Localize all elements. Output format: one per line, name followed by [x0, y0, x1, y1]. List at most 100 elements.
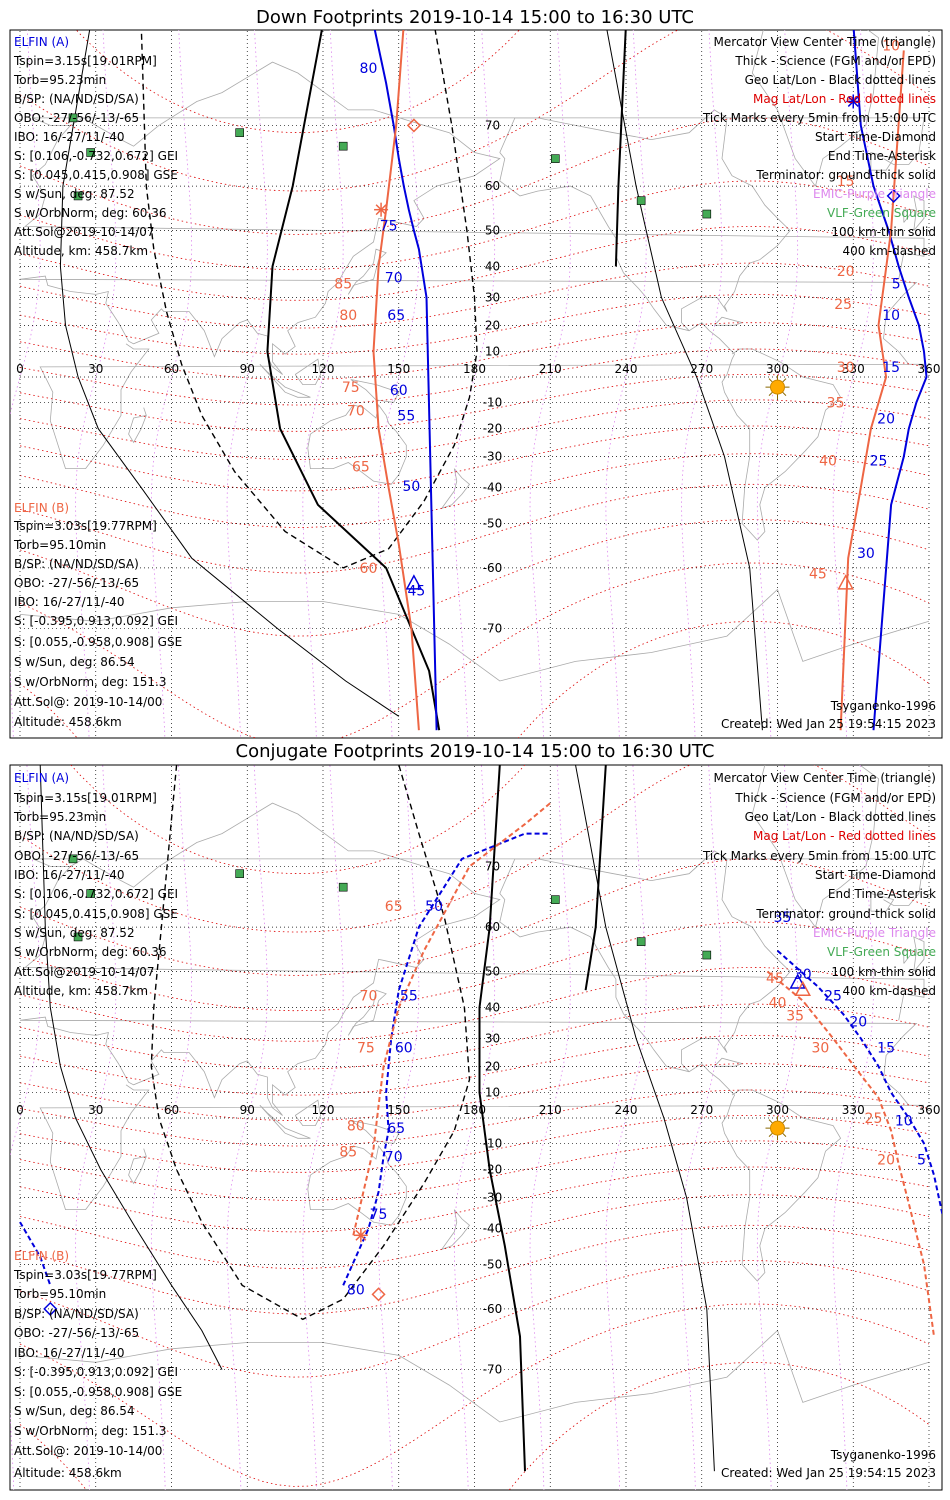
- elfin-b-tick-label: 70: [360, 989, 378, 1005]
- map-layer: 0 30 60 90 120 150 180 210 240 270 300 330 360-70-60…: [10, 30, 940, 738]
- legend-line: Mercator View Center Time (triangle): [714, 771, 936, 785]
- track-tick-labels: 80 75 70 65 60 55 50 45 5 10 15 20 25 30 85 80 75 70 65 60 1…: [334, 38, 900, 599]
- elfin-a-tick-label: 55: [397, 409, 415, 425]
- coastline: [751, 30, 879, 187]
- coastline: [294, 358, 321, 386]
- lon-tick-label: 90: [240, 362, 255, 376]
- coastline: [440, 468, 471, 510]
- track-tick-labels: 50 55 60 65 70 75 80 35 30 25 20 15 10 5 65 70 75 80 85 45 4…: [339, 899, 926, 1298]
- elfin-a-line: Altitude, km: 458.7km: [14, 244, 148, 258]
- lon-tick-label: 210: [539, 1103, 562, 1117]
- elfin-a-tick-label: 30: [794, 967, 812, 983]
- lat-tick-label: 30: [485, 1031, 500, 1045]
- mag-lon-line: [150, 30, 193, 738]
- legend-line: 100 km-thin solid: [831, 965, 936, 979]
- elfin-b-line: Tspin=3.03s[19.77RPM]: [13, 1268, 157, 1282]
- elfin-a-tick-label: 35: [774, 910, 792, 926]
- mag-lat-line: [19, 1115, 930, 1173]
- elfin-a-tick-label: 50: [402, 479, 420, 495]
- geo-grid: [19, 766, 930, 1489]
- elfin-b-tick-label: 80: [347, 1119, 365, 1135]
- start-diamond-marker: [406, 118, 421, 133]
- terminator-100km: [59, 30, 400, 717]
- mag-lon-line: [453, 30, 496, 738]
- lon-tick-label: 60: [164, 1103, 179, 1117]
- elfin-b-tick-label: 85: [339, 1144, 357, 1160]
- coastline: [440, 1209, 471, 1251]
- sun-ray: [782, 391, 787, 396]
- sun-ray: [782, 1119, 787, 1124]
- elfin-a-tick-label: 20: [849, 1014, 867, 1030]
- mag-lon-line: [529, 30, 571, 738]
- sun-disc: [770, 379, 785, 395]
- terminators: [39, 765, 715, 1472]
- end-asterisk-marker: [353, 1228, 368, 1243]
- elfin-a-tick-label: 65: [387, 1121, 405, 1137]
- elfin-a-tick-label: 5: [892, 276, 901, 292]
- elfin-b-line: OBO: -27/-56/-13/-65: [14, 1326, 139, 1340]
- mag-lon-line: [756, 765, 799, 1490]
- elfin-a-tick-label: 60: [390, 383, 408, 399]
- mag-lat-line: [19, 453, 930, 528]
- coastline: [19, 588, 930, 682]
- mag-lon-line: [832, 30, 874, 738]
- elfin-b-tick-label: 35: [827, 396, 845, 412]
- lon-tick-label: 330: [842, 362, 865, 376]
- coastline: [499, 152, 690, 332]
- elfin-a-info: ELFIN (A) Tspin=3.15s[19.01RPM] Torb=95.…: [13, 771, 178, 998]
- elfin-b-tick-label: 45: [809, 566, 827, 582]
- mag-lon-line: [150, 765, 193, 1490]
- vlf-site-marker: [235, 128, 244, 137]
- elfin-a-line: Torb=95.23min: [13, 73, 106, 87]
- lat-tick-label: 20: [485, 1059, 500, 1073]
- elfin-a-line: S: [0.106,-0.732,0.672] GEI: [14, 887, 178, 901]
- elfin-a-line: OBO: -27/-56/-13/-65: [14, 849, 139, 863]
- elfin-b-tick-label: 15: [837, 174, 855, 190]
- elfin-a-line: Tspin=3.15s[19.01RPM]: [13, 791, 157, 805]
- elfin-a-tick-label: 30: [857, 546, 875, 562]
- legend-line: End Time-Asterisk: [828, 149, 936, 163]
- mag-lat-line: [19, 1303, 930, 1487]
- mag-lon-line: [302, 765, 344, 1490]
- lon-tick-label: 150: [387, 362, 410, 376]
- legend-line: End Time-Asterisk: [828, 887, 936, 901]
- elfin-b-tick-label: 75: [357, 1041, 375, 1057]
- elfin-a-tick-label: 70: [385, 270, 403, 286]
- created-label: Created: Wed Jan 25 19:54:15 2023: [721, 717, 936, 731]
- lon-tick-label: 120: [312, 1103, 335, 1117]
- elfin-a-tick-label: 15: [882, 360, 900, 376]
- elfin-a-line: IBO: 16/-27/11/-40: [14, 868, 125, 882]
- elfin-a-tick-label: 80: [360, 61, 378, 77]
- legend: Mercator View Center Time (triangle) Thi…: [702, 35, 936, 258]
- center-time-triangle: [405, 574, 423, 590]
- vlf-site-marker: [702, 209, 712, 219]
- elfin-b-line: S: [0.055,-0.958,0.908] GSE: [14, 1385, 182, 1399]
- elfin-b-tick-label: 40: [819, 454, 837, 470]
- lon-tick-label: 30: [88, 362, 103, 376]
- elfin-a-track: [19, 1221, 52, 1286]
- mag-lon-line: [226, 765, 268, 1490]
- mag-lon-line: [75, 30, 117, 738]
- lon-tick-label: 30: [88, 1103, 103, 1117]
- mag-lon-line: [681, 30, 723, 738]
- coastline: [347, 989, 387, 1036]
- elfin-b-tick-label: 45: [766, 971, 784, 987]
- elfin-a-tick-label: 25: [824, 989, 842, 1005]
- elfin-a-tick-label: 80: [347, 1282, 365, 1298]
- coastlines: [19, 765, 930, 1423]
- lat-tick-label: -20: [483, 422, 503, 436]
- elfin-a-line: Att.Sol@2019-10-14/07: [14, 225, 155, 239]
- sun-ray: [768, 391, 773, 396]
- legend-line: Thick - Science (FGM and/or EPD): [734, 54, 936, 68]
- vlf-site-marker: [68, 113, 78, 123]
- mag-lat-line: [19, 967, 930, 1042]
- lat-tick-label: 40: [485, 259, 500, 273]
- coastline: [870, 151, 895, 171]
- panel-conjugate-footprints: Conjugate Footprints 2019-10-14 15:00 to…: [9, 741, 943, 1491]
- mag-lon-line: [302, 30, 344, 738]
- elfin-b-line: Altitude: 458.6km: [14, 715, 122, 729]
- elfin-b-tick-label: 70: [347, 403, 365, 419]
- lat-tick-label: 70: [485, 118, 500, 132]
- elfin-b-line: B/SP: (NA/ND/SD/SA): [14, 557, 139, 571]
